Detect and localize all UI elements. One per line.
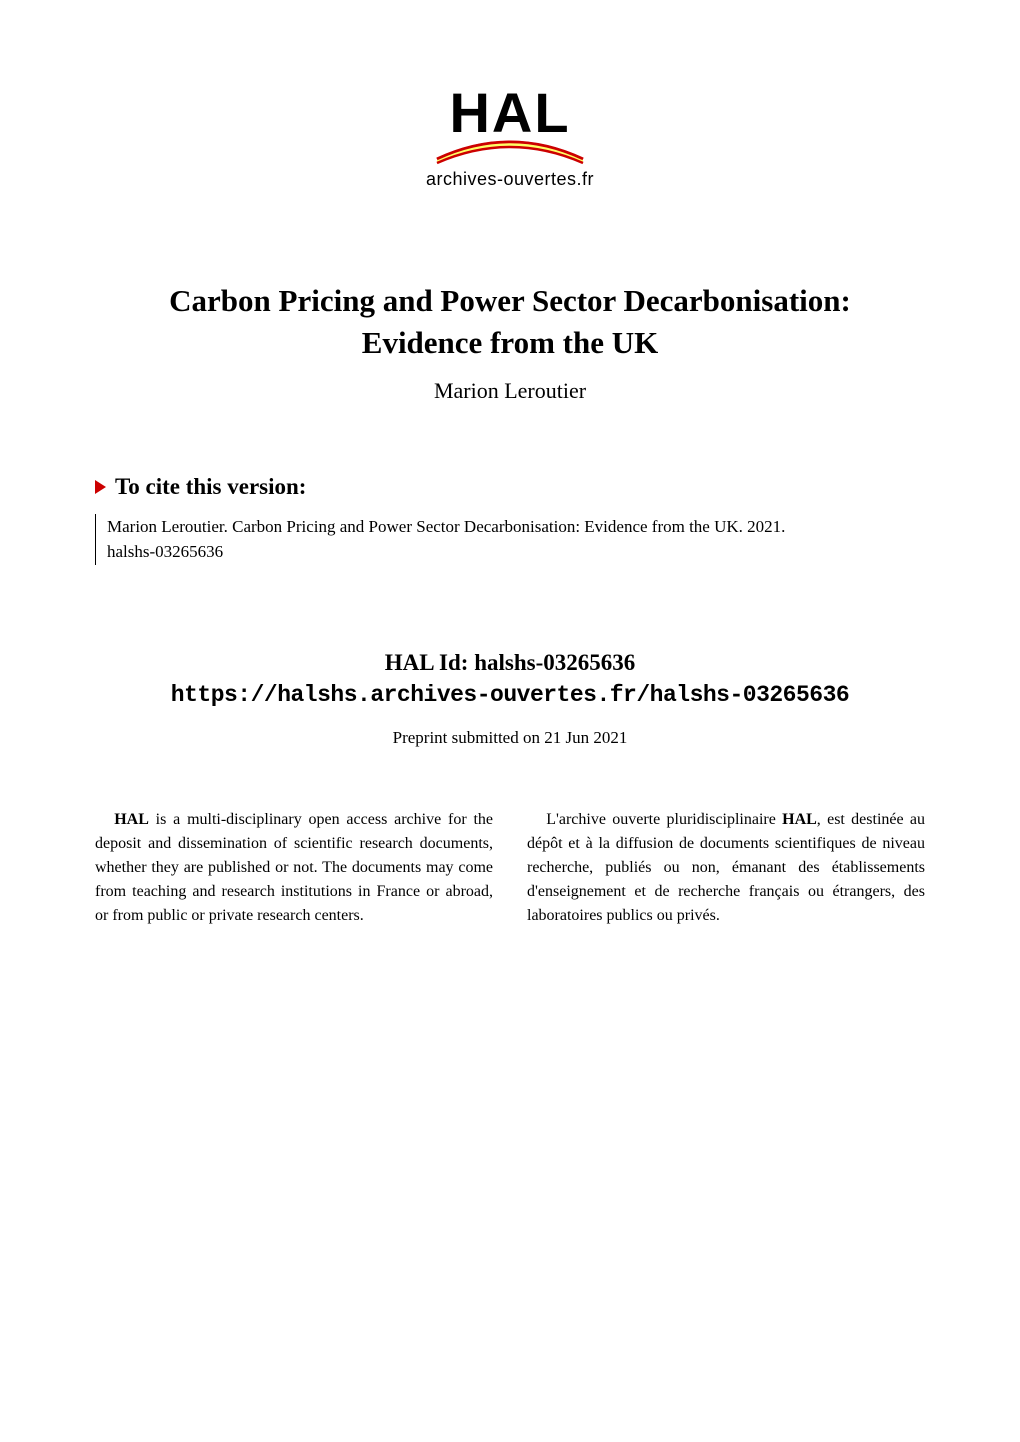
hal-id-label: HAL Id: halshs-03265636	[95, 650, 925, 676]
paper-title: Carbon Pricing and Power Sector Decarbon…	[95, 280, 925, 364]
cite-body: Marion Leroutier. Carbon Pricing and Pow…	[95, 514, 925, 565]
description-fr: L'archive ouverte pluridisciplinaire HAL…	[527, 808, 925, 928]
cite-text: Marion Leroutier. Carbon Pricing and Pow…	[107, 517, 785, 536]
cite-hal-id: halshs-03265636	[107, 539, 925, 565]
hal-logo-block: HAL archives-ouvertes.fr	[95, 80, 925, 190]
hal-bold-en: HAL	[114, 811, 149, 828]
hal-logo-subtitle: archives-ouvertes.fr	[426, 169, 594, 190]
hal-logo: HAL archives-ouvertes.fr	[426, 80, 594, 190]
hal-id-block: HAL Id: halshs-03265636 https://halshs.a…	[95, 650, 925, 708]
description-fr-text: L'archive ouverte pluridisciplinaire HAL…	[527, 811, 925, 924]
cite-heading-text: To cite this version:	[115, 474, 306, 500]
submission-date: Preprint submitted on 21 Jun 2021	[95, 728, 925, 748]
cite-section: To cite this version: Marion Leroutier. …	[95, 474, 925, 565]
title-line-2: Evidence from the UK	[362, 325, 658, 360]
hal-logo-text: HAL	[426, 80, 594, 145]
cite-heading: To cite this version:	[95, 474, 925, 500]
triangle-right-icon	[95, 480, 106, 494]
title-block: Carbon Pricing and Power Sector Decarbon…	[95, 280, 925, 404]
description-columns: HAL is a multi-disciplinary open access …	[95, 808, 925, 928]
description-en-text: is a multi-disciplinary open access arch…	[95, 811, 493, 924]
hal-id-url[interactable]: https://halshs.archives-ouvertes.fr/hals…	[95, 682, 925, 708]
hal-logo-arc-icon	[426, 137, 594, 165]
hal-bold-fr: HAL	[782, 811, 817, 828]
description-en: HAL is a multi-disciplinary open access …	[95, 808, 493, 928]
paper-author: Marion Leroutier	[95, 378, 925, 404]
title-line-1: Carbon Pricing and Power Sector Decarbon…	[169, 283, 851, 318]
